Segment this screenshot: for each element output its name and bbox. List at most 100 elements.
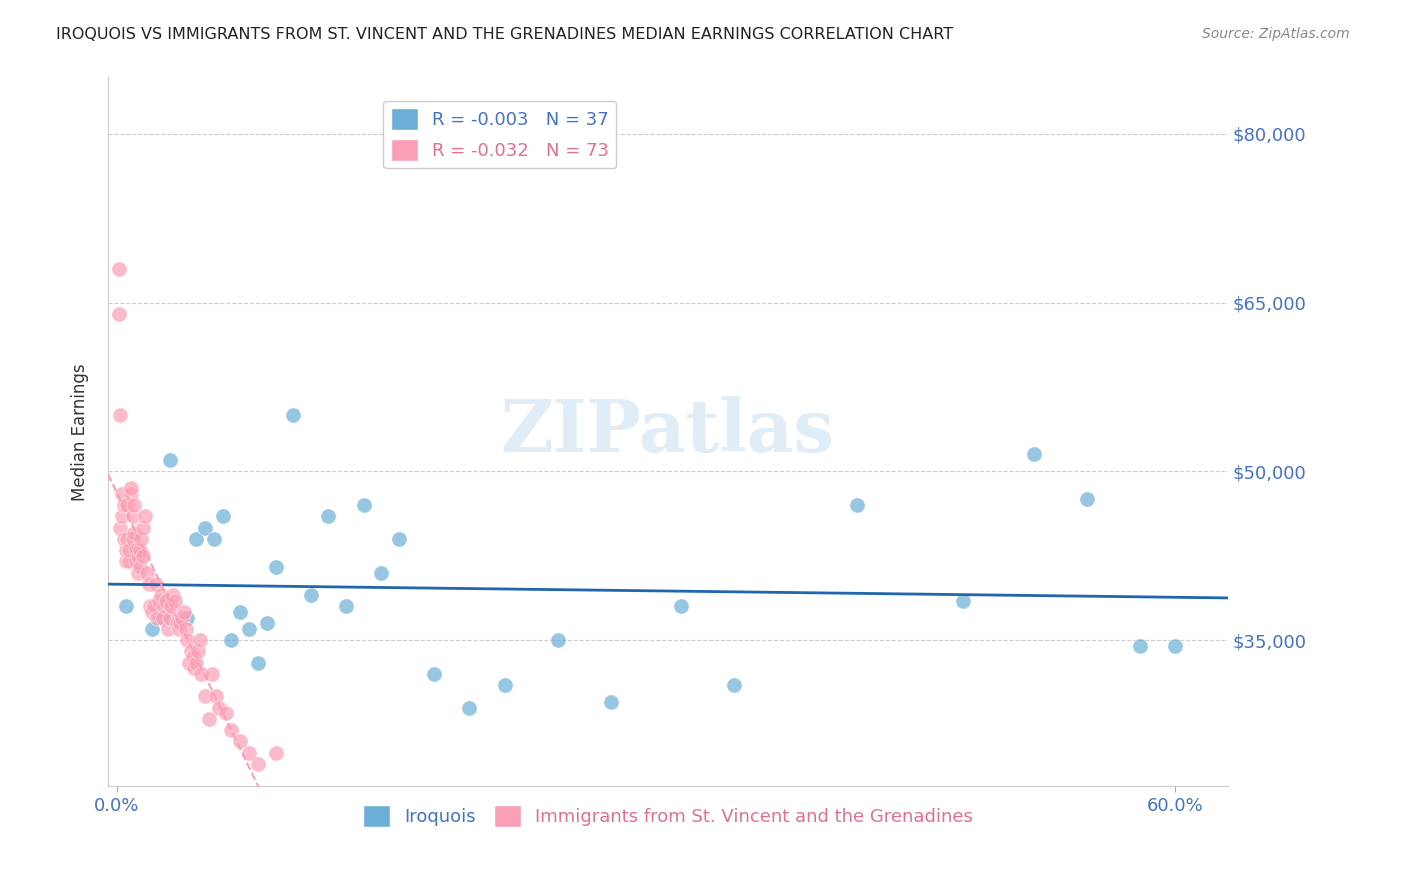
Point [114,543,136,558]
Point [111,509,134,524]
Point [110,408,132,422]
Point [181,650,204,665]
Point [176,610,198,624]
Point [201,667,224,681]
Point [458,700,481,714]
Point [148,594,170,608]
Point [135,566,157,580]
Point [846,498,869,512]
Point [186,656,208,670]
Point [153,599,176,614]
Legend: Iroquois, Immigrants from St. Vincent and the Grenadines: Iroquois, Immigrants from St. Vincent an… [356,797,980,834]
Point [547,633,569,648]
Point [107,261,129,276]
Point [1022,447,1045,461]
Point [423,667,446,681]
Point [112,532,135,546]
Point [124,543,146,558]
Point [145,577,167,591]
Point [114,599,136,614]
Point [134,509,156,524]
Point [190,667,212,681]
Text: ZIPatlas: ZIPatlas [501,396,835,467]
Point [142,599,165,614]
Point [238,622,260,636]
Point [132,549,155,563]
Point [132,521,155,535]
Text: Source: ZipAtlas.com: Source: ZipAtlas.com [1202,27,1350,41]
Point [167,616,190,631]
Point [170,610,193,624]
Point [229,605,252,619]
Point [353,498,375,512]
Point [388,532,411,546]
Point [202,532,225,546]
Point [162,588,184,602]
Point [246,756,269,771]
Point [120,481,142,495]
Point [283,408,305,422]
Point [335,599,357,614]
Point [117,532,139,546]
Point [188,633,211,648]
Point [264,560,287,574]
Point [121,509,143,524]
Point [114,554,136,568]
Point [176,633,198,648]
Point [1164,639,1187,653]
Point [186,532,208,546]
Point [124,498,146,512]
Text: IROQUOIS VS IMMIGRANTS FROM ST. VINCENT AND THE GRENADINES MEDIAN EARNINGS CORRE: IROQUOIS VS IMMIGRANTS FROM ST. VINCENT … [56,27,953,42]
Point [238,746,260,760]
Point [318,509,340,524]
Point [221,633,243,648]
Point [264,746,287,760]
Point [246,656,269,670]
Y-axis label: Median Earnings: Median Earnings [72,363,89,500]
Point [124,526,146,541]
Point [125,554,148,568]
Point [208,700,231,714]
Point [155,594,177,608]
Point [299,588,322,602]
Point [159,610,181,624]
Point [256,616,278,631]
Point [110,521,132,535]
Point [166,616,188,631]
Point [149,588,172,602]
Point [152,610,174,624]
Point [179,656,201,670]
Point [1129,639,1152,653]
Point [221,723,243,738]
Point [156,622,179,636]
Point [494,678,516,692]
Point [121,532,143,546]
Point [128,543,150,558]
Point [187,644,209,658]
Point [131,532,153,546]
Point [118,554,141,568]
Point [112,498,135,512]
Point [127,549,149,563]
Point [146,610,169,624]
Point [1076,492,1098,507]
Point [194,690,217,704]
Point [139,599,162,614]
Point [211,509,233,524]
Point [125,543,148,558]
Point [215,706,238,721]
Point [111,487,134,501]
Point [149,610,172,624]
Point [370,566,392,580]
Point [204,690,226,704]
Point [599,695,621,709]
Point [669,599,692,614]
Point [128,560,150,574]
Point [169,616,191,631]
Point [127,566,149,580]
Point [183,661,205,675]
Point [194,521,217,535]
Point [167,622,190,636]
Point [160,599,183,614]
Point [107,307,129,321]
